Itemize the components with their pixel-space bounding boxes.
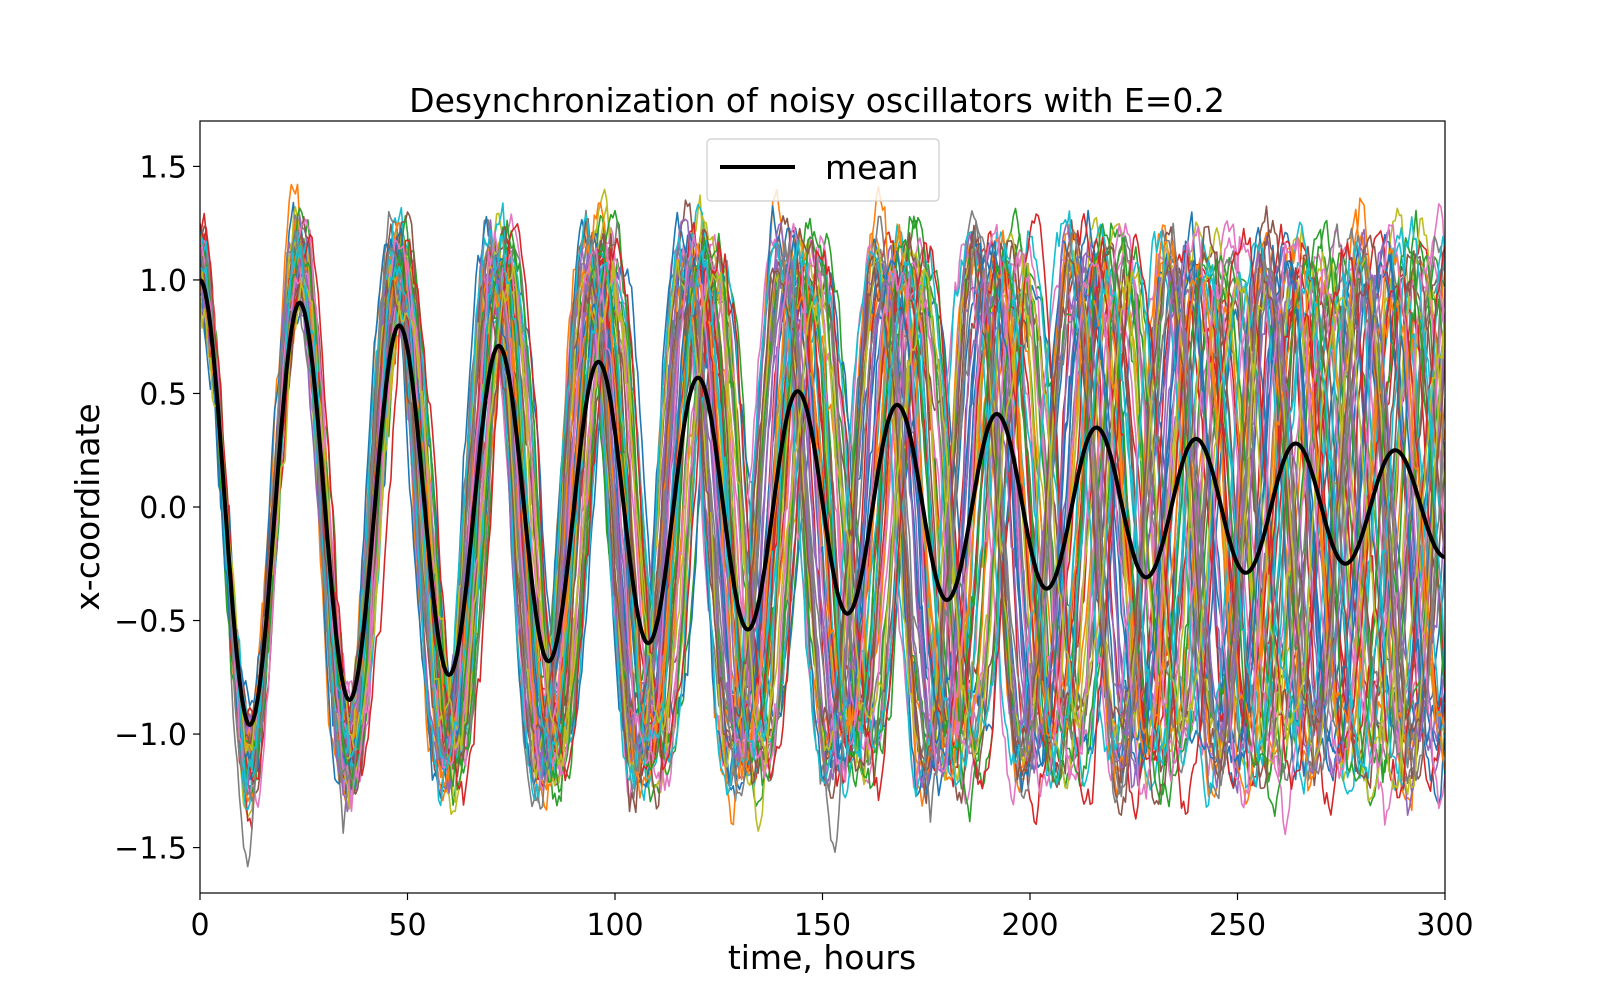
x-axis: 0 50 100 150 200 250 300 [190, 893, 1474, 943]
chart-title: Desynchronization of noisy oscillators w… [409, 81, 1225, 120]
oscillator-trace [200, 202, 1445, 799]
y-tick-label: 1.0 [139, 264, 187, 299]
y-tick-label: 0.5 [139, 377, 187, 412]
x-tick-label: 100 [586, 908, 643, 943]
oscillator-traces [200, 183, 1445, 868]
oscillator-trace [200, 260, 1445, 790]
mean-line [200, 278, 1445, 727]
x-tick-label: 50 [388, 908, 426, 943]
x-tick-label: 200 [1001, 908, 1058, 943]
x-tick-label: 300 [1416, 908, 1473, 943]
y-tick-label: 0.0 [139, 491, 187, 526]
oscillator-trace [200, 231, 1445, 779]
mean-series [200, 278, 1445, 727]
legend: mean [706, 138, 940, 202]
oscillator-trace [200, 210, 1445, 811]
x-tick-label: 150 [794, 908, 851, 943]
legend-box [706, 138, 940, 202]
oscillator-trace [200, 222, 1445, 812]
y-tick-label: −1.5 [114, 832, 187, 867]
x-axis-label: time, hours [728, 938, 916, 977]
y-axis-label: x-coordinate [68, 403, 107, 610]
oscillator-trace [200, 218, 1445, 792]
y-tick-label: −1.0 [114, 718, 187, 753]
legend-mean-label: mean [825, 148, 919, 187]
oscillator-trace [200, 213, 1445, 815]
x-tick-label: 250 [1209, 908, 1266, 943]
y-tick-label: −0.5 [114, 605, 187, 640]
x-tick-label: 0 [190, 908, 209, 943]
y-axis: 1.5 1.0 0.5 0.0 −0.5 −1.0 −1.5 [114, 150, 200, 867]
y-tick-label: 1.5 [139, 150, 187, 185]
